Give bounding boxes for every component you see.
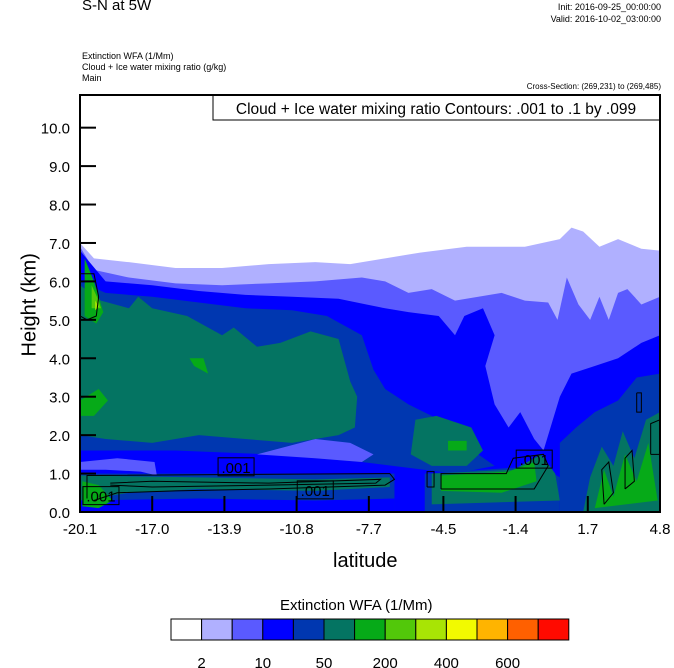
- colorbar-label: 400: [434, 655, 459, 668]
- contour-label: .001: [221, 460, 250, 477]
- colorbar-swatch: [384, 618, 417, 641]
- x-tick-label: -4.5: [430, 521, 456, 538]
- init-time: Init: 2016-09-25_00:00:00: [557, 2, 661, 12]
- contour-line: [636, 392, 642, 413]
- contour-label-box: [82, 486, 120, 506]
- colorbar-swatch: [415, 618, 447, 641]
- plot-area: .001 .001 .001 .001: [80, 227, 660, 512]
- time-info: Init: 2016-09-25_00:00:00 Valid: 2016-10…: [551, 1, 661, 25]
- filled-contour-region: [80, 498, 395, 512]
- filled-contour-region: [95, 300, 99, 311]
- plot-frame: [79, 94, 661, 513]
- filled-contour-region: [594, 442, 658, 509]
- colorbar-swatch: [262, 618, 294, 641]
- filled-contour-region: [82, 481, 113, 509]
- colorbar-swatch: [170, 618, 203, 641]
- y-tick-label: 3.0: [49, 390, 70, 407]
- colorbar-swatch: [201, 618, 233, 641]
- contour-line: [624, 449, 635, 490]
- x-tick-label: 1.7: [577, 521, 598, 538]
- y-tick-label: 9.0: [49, 159, 70, 176]
- figure-title: S-N at 5W: [82, 0, 152, 14]
- y-tick-label: 8.0: [49, 198, 70, 215]
- filled-contour-region: [80, 285, 358, 443]
- x-axis-label: latitude: [333, 550, 398, 572]
- contour-label: .001: [520, 452, 549, 469]
- colorbar-swatch: [323, 618, 356, 641]
- colorbar-label: 50: [316, 655, 333, 668]
- filled-contour-region: [441, 462, 537, 493]
- filled-contour-region: [448, 440, 467, 451]
- x-tick-label: -7.7: [356, 521, 382, 538]
- colorbar-title: Extinction WFA (1/Mm): [280, 597, 433, 614]
- colorbar-swatch: [292, 618, 325, 641]
- contour-label: .001: [86, 489, 115, 506]
- colorbar-label: 600: [495, 655, 520, 668]
- contour-line: [426, 471, 435, 488]
- x-tick-label: -13.9: [207, 521, 241, 538]
- cross-section-label: Cross-Section: (269,231) to (269,485): [526, 82, 661, 91]
- colorbar-label: 10: [254, 655, 271, 668]
- filled-contour-region: [257, 438, 374, 463]
- y-tick-label: 0.0: [49, 505, 70, 522]
- contour-line: [440, 453, 549, 490]
- x-tick-label: -20.1: [63, 521, 97, 538]
- filled-contour-region: [410, 415, 483, 466]
- contour-line: [601, 460, 614, 505]
- x-tick-label: -1.4: [503, 521, 529, 538]
- colorbar-swatch: [537, 618, 570, 641]
- y-tick-label: 6.0: [49, 274, 70, 291]
- contour-label: .001: [301, 483, 330, 500]
- y-tick-label: 5.0: [49, 313, 70, 330]
- subtitle-line: Cloud + Ice water mixing ratio (g/kg): [82, 62, 227, 72]
- x-tick-label: -10.8: [280, 521, 314, 538]
- y-axis-label: Height (km): [18, 253, 41, 357]
- x-tick-label: 4.8: [650, 521, 671, 538]
- contour-line: [86, 473, 396, 501]
- colorbar-swatch: [354, 618, 386, 641]
- filled-contour-region: [80, 389, 108, 416]
- y-tick-label: 2.0: [49, 428, 70, 445]
- colorbar-swatch: [507, 618, 539, 641]
- subtitle-line: Extinction WFA (1/Mm): [82, 51, 174, 61]
- contour-label-box: [296, 480, 334, 500]
- colorbar-swatch: [445, 618, 478, 641]
- y-tick-label: 4.0: [49, 351, 70, 368]
- x-tick-label: -17.0: [135, 521, 169, 538]
- valid-time: Valid: 2016-10-02_03:00:00: [550, 14, 661, 24]
- filled-contour-region: [189, 358, 209, 374]
- contour-line: [110, 478, 382, 488]
- contour-label-box: [515, 449, 553, 469]
- colorbar-label: 2: [197, 655, 205, 668]
- colorbar-label: 200: [373, 655, 398, 668]
- filled-contour-region: [80, 458, 157, 476]
- field-descriptions: Extinction WFA (1/Mm) Cloud + Ice water …: [82, 51, 226, 84]
- y-tick-label: 1.0: [49, 467, 70, 484]
- contour-label-box: [217, 457, 255, 477]
- y-tick-label: 7.0: [49, 236, 70, 253]
- colorbar-swatch: [476, 618, 509, 641]
- contour-title-box: [212, 94, 661, 121]
- colorbar-swatch: [231, 618, 264, 641]
- filled-contour-region: [91, 285, 101, 309]
- y-tick-label: 10.0: [41, 121, 70, 138]
- contour-title: Cloud + Ice water mixing ratio Contours:…: [236, 101, 636, 118]
- subtitle-line: Main: [82, 73, 102, 83]
- contour-line: [650, 419, 660, 455]
